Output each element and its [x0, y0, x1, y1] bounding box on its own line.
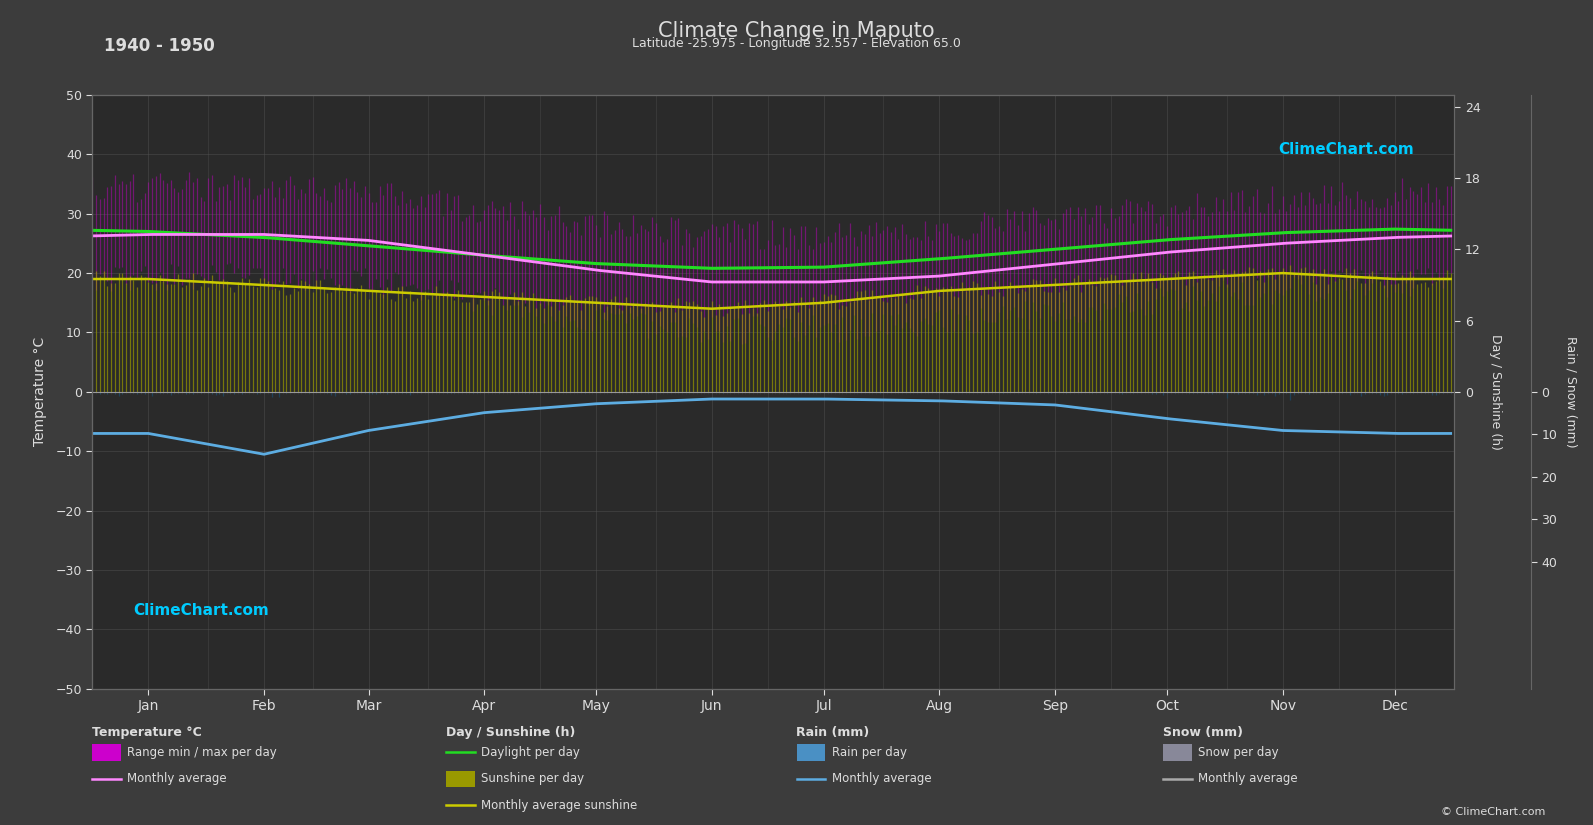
Y-axis label: Day / Sunshine (h): Day / Sunshine (h)	[1488, 334, 1502, 450]
Text: © ClimeChart.com: © ClimeChart.com	[1440, 807, 1545, 817]
Text: Sunshine per day: Sunshine per day	[481, 772, 585, 785]
Y-axis label: Temperature °C: Temperature °C	[33, 337, 48, 446]
Text: Monthly average sunshine: Monthly average sunshine	[481, 799, 637, 812]
Text: 1940 - 1950: 1940 - 1950	[104, 37, 215, 55]
Text: Monthly average: Monthly average	[832, 772, 932, 785]
Y-axis label: Rain / Snow (mm): Rain / Snow (mm)	[1564, 336, 1579, 448]
Text: Range min / max per day: Range min / max per day	[127, 746, 277, 759]
Text: Temperature °C: Temperature °C	[92, 726, 202, 739]
Text: ClimeChart.com: ClimeChart.com	[1278, 143, 1413, 158]
Text: Snow (mm): Snow (mm)	[1163, 726, 1243, 739]
Text: Rain (mm): Rain (mm)	[796, 726, 870, 739]
Text: Snow per day: Snow per day	[1198, 746, 1279, 759]
Text: Monthly average: Monthly average	[127, 772, 228, 785]
Text: ClimeChart.com: ClimeChart.com	[134, 602, 269, 618]
Text: Monthly average: Monthly average	[1198, 772, 1298, 785]
Text: Day / Sunshine (h): Day / Sunshine (h)	[446, 726, 575, 739]
Text: Climate Change in Maputo: Climate Change in Maputo	[658, 21, 935, 40]
Text: Rain per day: Rain per day	[832, 746, 906, 759]
Text: Latitude -25.975 - Longitude 32.557 - Elevation 65.0: Latitude -25.975 - Longitude 32.557 - El…	[632, 37, 961, 50]
Text: Daylight per day: Daylight per day	[481, 746, 580, 759]
